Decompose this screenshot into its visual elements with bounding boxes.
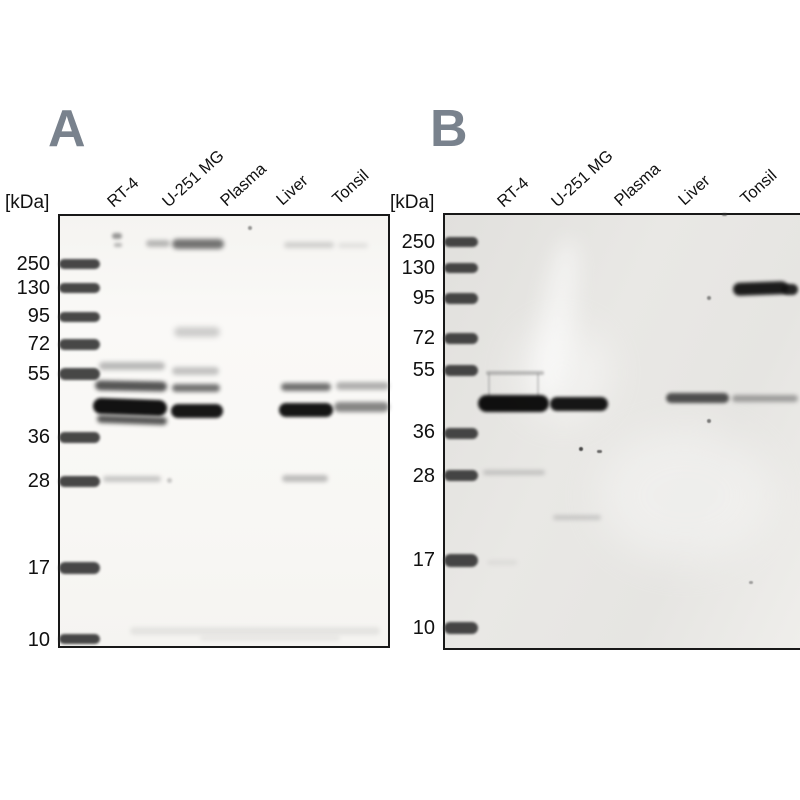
panel-a-title: A (48, 100, 86, 158)
panel-b-ladder-band (444, 554, 478, 567)
panel-b-marker-label: 250 (401, 231, 435, 253)
panel-b-band-u251-22kda-faint (553, 515, 601, 520)
panel-a-band-u251-hmw-band (172, 239, 224, 249)
panel-a-marker-label: 250 (16, 253, 50, 275)
panel-b-lane-label: U-251 MG (547, 146, 617, 211)
panel-a-marker-label: 130 (16, 277, 50, 299)
panel-a-band-tonsil-48kda (336, 382, 389, 390)
panel-b-band-dot-32kda-2 (597, 450, 602, 453)
panel-a-band-bottom-noise-1 (130, 627, 380, 635)
panel-a-lane-label: Tonsil (328, 166, 373, 208)
panel-a-ladder-band (59, 476, 100, 487)
panel-b-light-blob (598, 428, 773, 563)
panel-b-band-dot-top-border (722, 213, 727, 216)
panel-a-band-bottom-noise-2 (200, 636, 340, 641)
panel-b-band-rt4-main-band (478, 395, 549, 412)
panel-b-marker-label: 95 (412, 287, 435, 309)
panel-a-lane-label: Plasma (216, 159, 270, 210)
panel-a-band-speck-28kda (167, 478, 172, 483)
panel-a-ladder-band (59, 562, 100, 574)
panel-b-band-rt4-52kda-streak-l (488, 373, 490, 398)
panel-a-band-rt4-57kda-faint (99, 362, 165, 370)
panel-a-band-rt4-28kda-faint (103, 476, 161, 482)
panel-a-band-rt4-hmw-speck-2 (114, 243, 122, 247)
panel-a-ladder-band (59, 634, 100, 644)
panel-b-marker-label: 130 (401, 257, 435, 279)
panel-b-marker-label: 55 (412, 359, 435, 381)
panel-a-marker-label: 10 (27, 629, 50, 651)
panel-b-marker-label: 36 (412, 421, 435, 443)
panel-b-band-u251-main-band (550, 397, 608, 411)
panel-b-title: B (430, 100, 468, 158)
panel-b-band-rt4-17kda-faint (487, 560, 517, 565)
panel-b-ladder-band (444, 365, 478, 376)
panel-b-ladder-band (444, 263, 478, 273)
panel-b-lane-label: Tonsil (736, 166, 781, 208)
panel-a-ladder-band (59, 339, 100, 350)
panel-b-lane-label: Plasma (610, 159, 664, 210)
panel-a-band-u251-57kda-faint (172, 367, 219, 375)
panel-a-band-rt4-48kda (94, 380, 168, 392)
panel-b-ladder-band (444, 470, 478, 481)
panel-a-band-u251-80kda-faint (174, 327, 220, 337)
panel-a-band-dust-dot (248, 226, 252, 230)
panel-a-marker-label: 95 (27, 305, 50, 327)
panel-b-marker-label: 10 (412, 617, 435, 639)
panel-b-band-tonsil-100kda-blob (782, 284, 798, 295)
panel-b-marker-label: 72 (412, 327, 435, 349)
panel-b-lane-label: Liver (674, 171, 714, 209)
panel-b-ladder-band (444, 622, 478, 634)
panel-a-marker-label: 36 (27, 426, 50, 448)
panel-b-marker-label: 28 (412, 465, 435, 487)
panel-a-marker-label: 72 (27, 333, 50, 355)
panel-a-marker-label: 17 (27, 557, 50, 579)
panel-a-band-liver-main-band (279, 403, 333, 417)
panel-a-band-rt4-hmw-speck-1 (112, 233, 122, 239)
panel-a-lane-label: RT-4 (103, 173, 143, 211)
panel-b-marker-label: 17 (412, 549, 435, 571)
panel-b-ladder-band (444, 428, 478, 439)
panel-a-blot-image (58, 214, 390, 648)
panel-b-band-speck-36kda (707, 419, 711, 423)
panel-a-ladder-band (59, 259, 100, 269)
panel-a-ladder-band (59, 432, 100, 443)
panel-b-band-rt4-52kda-streak-r (537, 373, 539, 398)
panel-a-lane-label: U-251 MG (158, 146, 228, 211)
panel-a-band-tonsil-main-band (334, 402, 389, 412)
panel-a-ladder-band (59, 312, 100, 322)
panel-a-marker-label: 55 (27, 363, 50, 385)
panel-a-band-liver-48kda (281, 383, 331, 391)
panel-b-band-tonsil-main-faint (732, 395, 798, 402)
panel-b-band-rt4-28kda-faint (483, 470, 545, 475)
panel-a-band-hmw-faint-smear (146, 240, 170, 247)
panel-a-band-rt4-main-band (92, 397, 168, 417)
panel-b-band-dot-32kda-1 (579, 447, 583, 451)
panel-b-band-dot-bottom (749, 581, 753, 584)
panel-b-ladder-band (444, 237, 478, 247)
panel-b-kda-unit-label: [kDa] (390, 192, 435, 213)
panel-b-ladder-band (444, 293, 478, 304)
panel-a-band-u251-48kda (172, 384, 220, 392)
panel-b-band-liver-main-band (666, 393, 729, 403)
panel-a-lane-label: Liver (272, 171, 312, 209)
panel-a-band-liver-28kda-faint (282, 475, 328, 482)
panel-a-ladder-band (59, 368, 100, 380)
panel-b-blot-image (443, 213, 800, 650)
panel-a-band-liver-hmw-faint (284, 242, 334, 248)
panel-b-lane-label: RT-4 (493, 173, 533, 211)
panel-a-band-tonsil-hmw-faint (338, 243, 368, 248)
panel-a-band-u251-main-band (171, 404, 223, 418)
panel-a-kda-unit-label: [kDa] (5, 192, 50, 213)
panel-a-ladder-band (59, 283, 100, 293)
panel-b-ladder-band (444, 333, 478, 344)
panel-a-marker-label: 28 (27, 470, 50, 492)
panel-b-band-tonsil-100kda-band (732, 281, 789, 296)
panel-b-band-dot-near-tonsil (707, 296, 711, 300)
panel-b-band-rt4-52kda-line (486, 371, 544, 375)
